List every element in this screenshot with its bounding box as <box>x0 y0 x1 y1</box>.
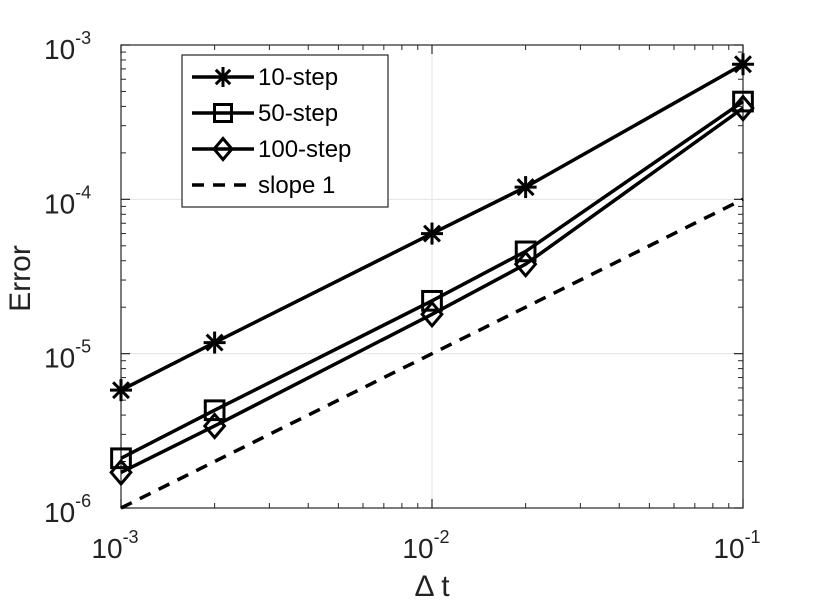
data-point-50-step <box>732 90 754 113</box>
y-axis-label: Error <box>4 245 37 312</box>
x-axis-label: Δ t <box>414 570 450 603</box>
data-point-10-step <box>732 53 754 76</box>
y-tick-label: 10-3 <box>44 28 91 65</box>
series-100-step <box>109 94 755 487</box>
legend: 10-step 50-step 100-step slope 1 <box>181 54 389 208</box>
series-slope-1 <box>120 197 744 510</box>
legend-entry-100-step: 100-step <box>192 136 351 163</box>
legend-entry-slope-1: slope 1 <box>192 172 335 199</box>
x-tick-label: 10-1 <box>713 527 760 564</box>
data-point-100-step <box>109 458 133 487</box>
x-tick-label: 10-2 <box>402 527 449 564</box>
legend-entry-10-step: 10-step <box>192 64 338 91</box>
legend-box <box>181 54 389 208</box>
data-point-100-step <box>513 250 538 279</box>
tick-labels: 10-3 10-2 10-1 10-6 10-5 10-4 10-3 <box>44 28 761 564</box>
data-point-10-step <box>110 379 132 402</box>
data-point-100-step <box>420 300 444 329</box>
data-point-50-step <box>514 240 537 263</box>
legend-label: 50-step <box>258 100 338 127</box>
data-point-100-step <box>202 412 227 440</box>
series-line-slope-1 <box>120 197 744 510</box>
data-point-50-step <box>110 447 132 470</box>
data-point-100-step <box>731 94 755 122</box>
series-line-100-step <box>120 106 745 475</box>
y-tick-label: 10-6 <box>44 491 91 528</box>
legend-label: slope 1 <box>258 172 335 199</box>
x-tick-label: 10-3 <box>91 527 138 564</box>
y-tick-label: 10-5 <box>44 337 91 374</box>
data-point-50-step <box>421 289 443 312</box>
data-point-10-step <box>203 331 226 354</box>
data-point-50-step <box>203 399 226 422</box>
legend-label: 100-step <box>258 136 351 163</box>
data-point-10-step <box>421 222 443 245</box>
legend-entry-50-step: 50-step <box>192 100 338 127</box>
data-point-10-step <box>514 176 537 199</box>
legend-label: 10-step <box>258 64 338 91</box>
series-10-step <box>110 53 754 402</box>
series-layer <box>109 53 755 510</box>
y-tick-label: 10-4 <box>44 182 91 219</box>
